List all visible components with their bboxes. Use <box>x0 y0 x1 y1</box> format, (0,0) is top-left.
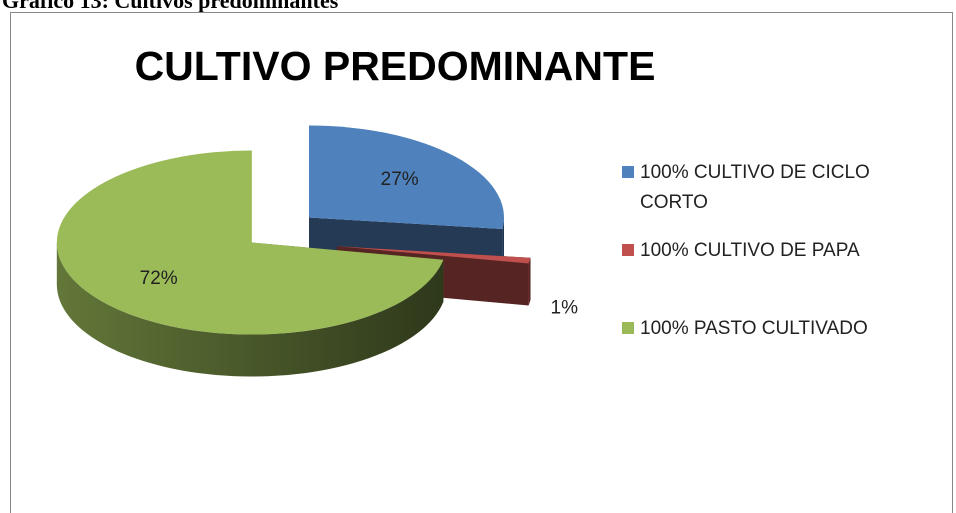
slice-side-shade <box>528 257 531 306</box>
data-label: 72% <box>140 268 178 289</box>
chart-frame <box>10 12 953 513</box>
legend-label: 100% CULTIVO DE CICLO CORTO <box>640 162 870 213</box>
data-label: 27% <box>381 169 419 190</box>
legend-line: 100% PASTO CULTIVADO <box>640 318 868 339</box>
legend-swatch <box>622 244 634 256</box>
slice <box>337 246 531 264</box>
slice <box>56 150 444 335</box>
legend-label: 100% CULTIVO DE PAPA <box>640 240 860 261</box>
legend-swatch <box>622 166 634 178</box>
legend-line: 100% CULTIVO DE PAPA <box>640 240 860 261</box>
slice-side-shade <box>56 242 444 377</box>
legend-line: CORTO <box>640 192 708 213</box>
legend-label: 100% PASTO CULTIVADO <box>640 318 868 339</box>
data-label: 1% <box>551 297 579 318</box>
slice <box>309 125 505 230</box>
legend-swatch <box>622 322 634 334</box>
chart-title: CULTIVO PREDOMINANTE <box>135 43 656 89</box>
legend-line: 100% CULTIVO DE CICLO <box>640 162 870 183</box>
caption: Gráfico 13: Cultivos predominantes <box>2 0 339 13</box>
